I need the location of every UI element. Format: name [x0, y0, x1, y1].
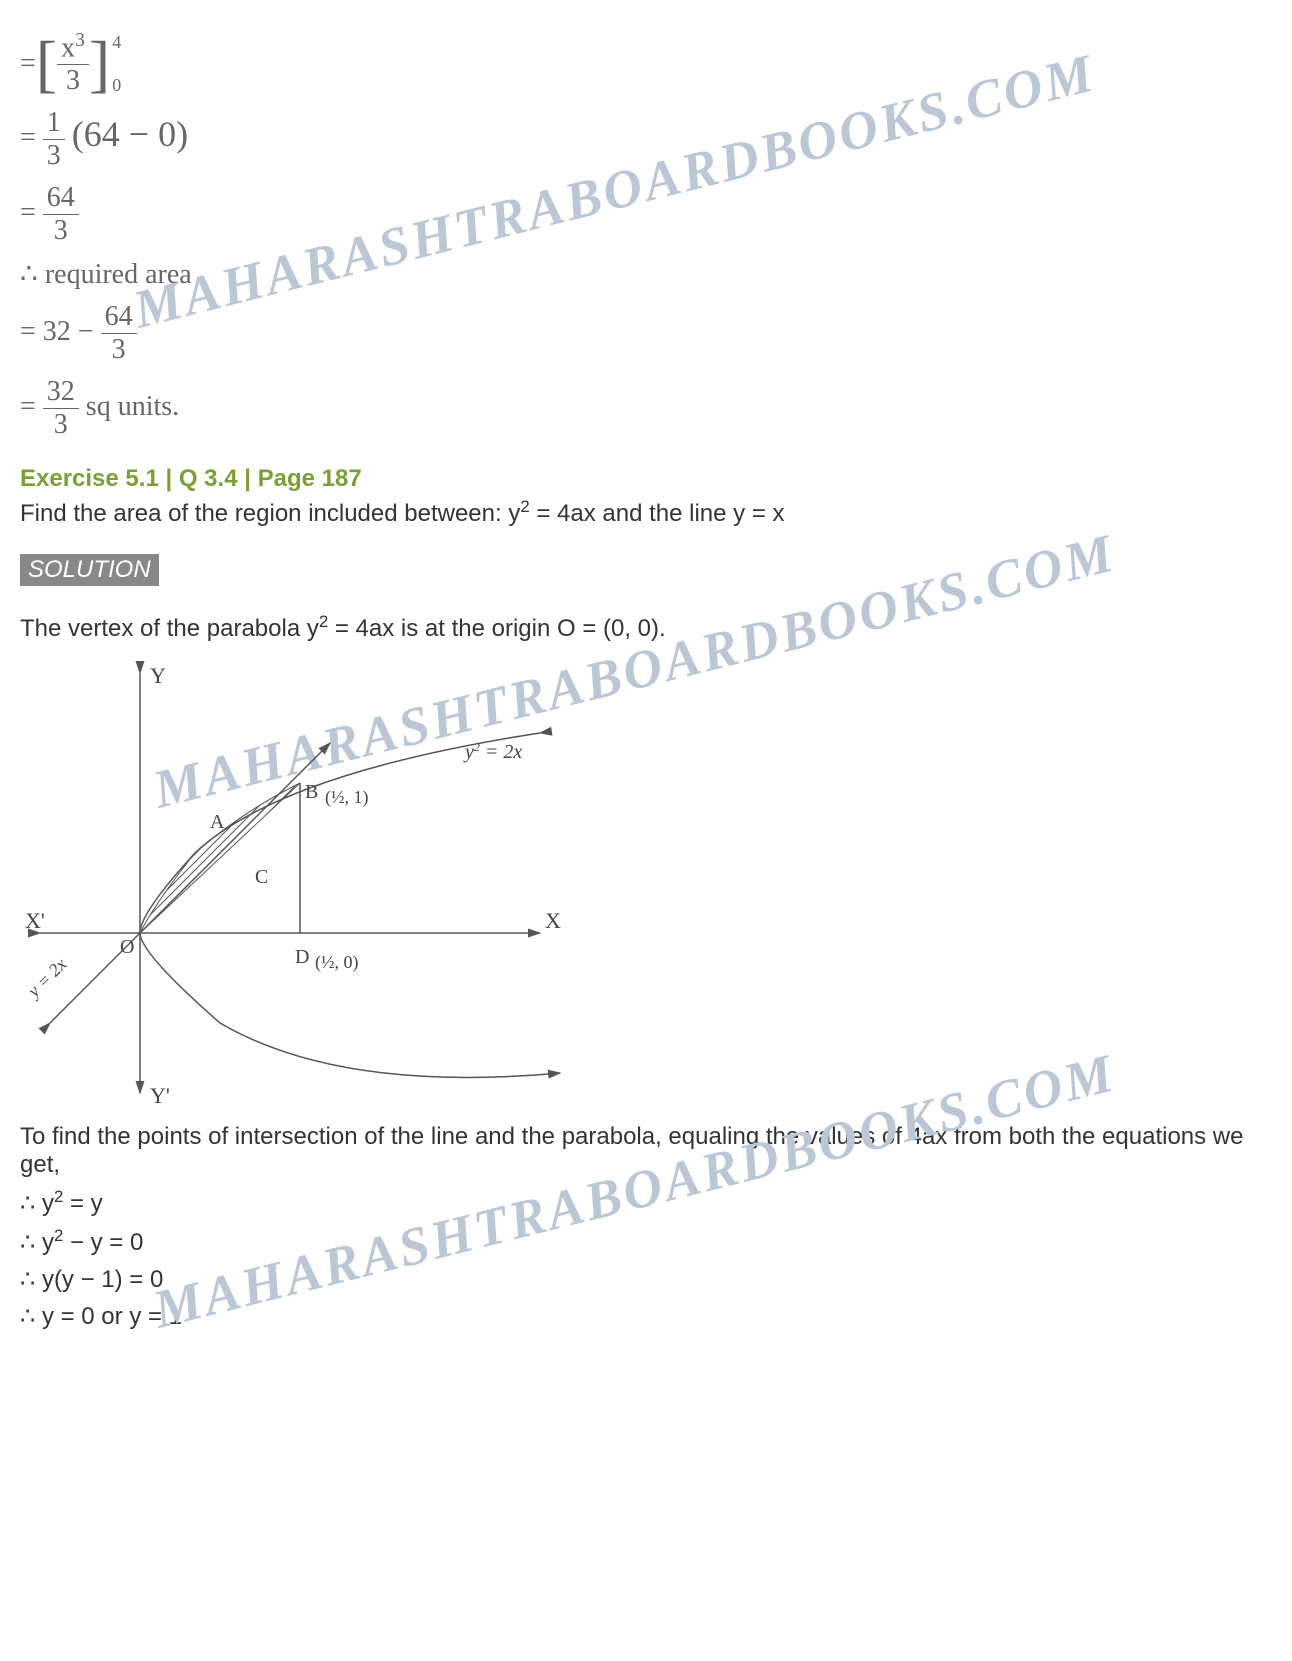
- after-diagram-para: To find the points of intersection of th…: [20, 1123, 1272, 1179]
- after-line-1: ∴ y2 = y: [20, 1187, 1272, 1218]
- svg-text:X: X: [545, 908, 561, 933]
- svg-text:X': X': [25, 908, 45, 933]
- question-text: Find the area of the region included bet…: [20, 497, 1272, 528]
- svg-text:D: D: [295, 946, 309, 968]
- svg-text:B: B: [305, 781, 318, 803]
- math-step-6: = 323 sq units.: [20, 376, 1272, 441]
- after-line-3: ∴ y(y − 1) = 0: [20, 1265, 1272, 1294]
- math-step-3: = 643: [20, 182, 1272, 247]
- svg-text:(½, 1): (½, 1): [325, 787, 369, 808]
- svg-text:(½, 0): (½, 0): [315, 952, 359, 973]
- math-step-1: = [ x33 ] 40: [20, 30, 1272, 97]
- solution-intro: The vertex of the parabola y2 = 4ax is a…: [20, 612, 1272, 643]
- math-step-2: = 13 (64 − 0): [20, 107, 1272, 172]
- svg-text:C: C: [255, 866, 268, 888]
- svg-text:O: O: [120, 936, 134, 958]
- svg-text:y = 2x: y = 2x: [22, 954, 70, 1002]
- solution-label: SOLUTION: [20, 554, 159, 586]
- math-step-5: = 32 − 643: [20, 301, 1272, 366]
- svg-text:Y: Y: [150, 663, 166, 688]
- svg-text:y2 = 2x: y2 = 2x: [463, 740, 522, 763]
- math-step-4: ∴ required area: [20, 257, 1272, 291]
- after-line-4: ∴ y = 0 or y = 1: [20, 1302, 1272, 1331]
- exercise-header: Exercise 5.1 | Q 3.4 | Page 187: [20, 465, 1272, 493]
- svg-text:A: A: [210, 811, 225, 833]
- after-line-2: ∴ y2 − y = 0: [20, 1226, 1272, 1257]
- svg-text:Y': Y': [150, 1083, 170, 1108]
- diagram: Y Y' X X' O A B (½, 1) C D (½, 0) y2 = 2…: [20, 653, 620, 1113]
